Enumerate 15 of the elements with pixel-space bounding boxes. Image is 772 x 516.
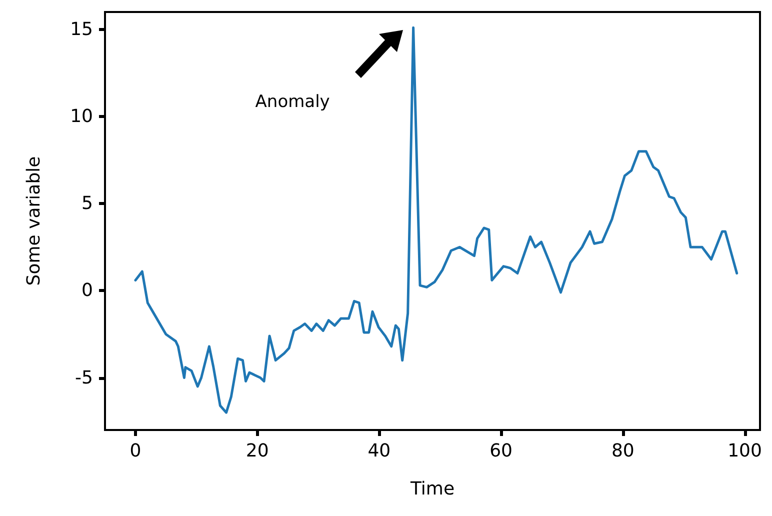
y-axis-title: Some variable xyxy=(24,156,44,286)
y-tick-label: 5 xyxy=(82,193,93,214)
x-tick-label: 40 xyxy=(368,440,391,462)
x-axis-title: Time xyxy=(409,478,455,500)
y-tick-label: 10 xyxy=(70,106,93,127)
x-tick-label: 100 xyxy=(728,440,762,462)
y-tick-label: 15 xyxy=(70,18,93,40)
line-series xyxy=(134,26,738,414)
annotation: Anomaly xyxy=(255,92,330,112)
x-tick-label: 80 xyxy=(611,440,634,462)
x-tick-label: 60 xyxy=(490,440,512,462)
x-tick-label: 0 xyxy=(130,440,142,462)
y-tick-label: 0 xyxy=(82,280,93,302)
y-tick-label: -5 xyxy=(75,367,93,388)
x-tick-label: 20 xyxy=(246,440,269,462)
